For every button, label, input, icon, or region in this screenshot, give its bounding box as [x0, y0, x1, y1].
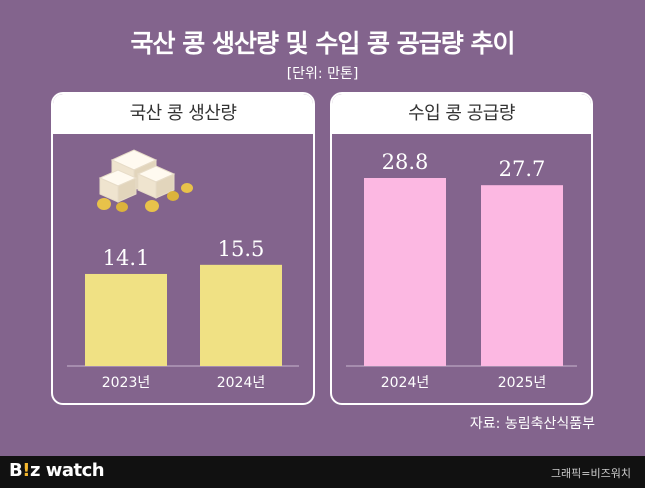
bar-value-label: 14.1	[103, 246, 150, 270]
bar-value-label: 28.8	[382, 150, 429, 174]
tofu-soybean-illustration	[97, 149, 193, 212]
domestic-panel-title: 국산 콩 생산량	[53, 94, 313, 134]
x-tick-label: 2024년	[217, 375, 266, 391]
source-note: 자료: 농림축산식품부	[469, 416, 595, 432]
bizwatch-logo: B!z watch	[9, 460, 105, 481]
bar	[85, 273, 167, 366]
domestic-bar-chart: 14.1 2023년 15.5 2024년	[67, 237, 299, 391]
bar	[364, 178, 446, 366]
bar-value-label: 27.7	[499, 157, 546, 181]
chart-title: 국산 콩 생산량 및 수입 콩 공급량 추이	[130, 29, 516, 58]
bar-value-label: 15.5	[218, 237, 265, 261]
x-tick-label: 2025년	[498, 375, 547, 391]
domestic-panel: 국산 콩 생산량 14.1 2023년 15.5 2024년	[51, 92, 315, 405]
bar	[200, 264, 282, 366]
unit-label: [단위: 만톤]	[286, 66, 359, 82]
import-panel: 수입 콩 공급량 28.8 2024년 27.7 2025년	[330, 92, 593, 405]
bar	[481, 185, 563, 366]
footer-bar: B!z watch 그래픽=비즈워치	[0, 456, 645, 488]
import-bar-chart: 28.8 2024년 27.7 2025년	[346, 150, 577, 391]
x-tick-label: 2023년	[102, 375, 151, 391]
import-panel-title: 수입 콩 공급량	[332, 94, 591, 134]
x-tick-label: 2024년	[381, 375, 430, 391]
graphic-credit: 그래픽=비즈워치	[550, 467, 631, 480]
